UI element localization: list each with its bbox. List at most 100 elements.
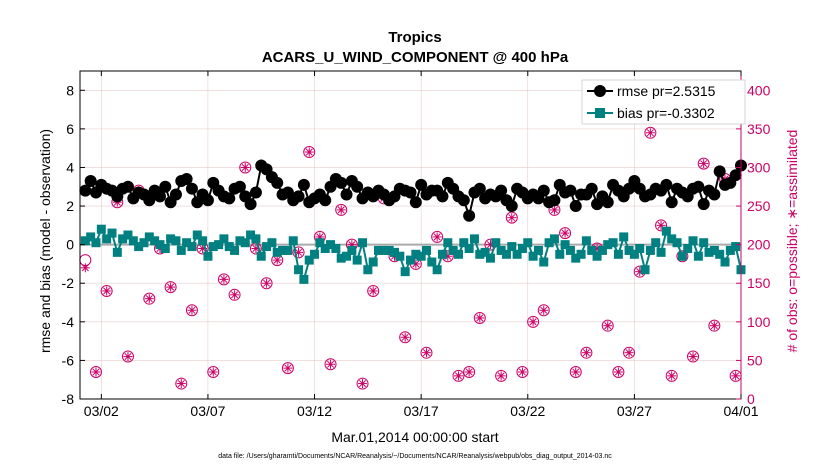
legend-bias-marker xyxy=(595,108,605,118)
bias-point xyxy=(427,257,437,267)
bias-point xyxy=(731,242,741,252)
obs-possible-point xyxy=(676,250,689,263)
rmse-point xyxy=(665,196,678,209)
bias-point xyxy=(160,244,170,254)
bias-point xyxy=(294,265,304,275)
bias-point xyxy=(390,247,400,257)
bias-point xyxy=(475,249,485,259)
bias-point xyxy=(688,236,698,246)
obs-possible-point xyxy=(303,146,316,159)
bias-point xyxy=(112,247,122,257)
bias-point xyxy=(453,249,463,259)
y-left-tick-label: -8 xyxy=(62,391,75,407)
rmse-point xyxy=(548,194,561,207)
y-right-tick-label: 350 xyxy=(747,121,771,137)
bias-point xyxy=(230,245,240,255)
rmse-point xyxy=(335,176,348,189)
y-right-tick-label: 100 xyxy=(747,314,771,330)
obs-assimilated-point xyxy=(560,228,570,238)
bias-point xyxy=(555,249,565,259)
bias-point xyxy=(437,249,447,259)
bias-point xyxy=(235,236,245,246)
bias-point xyxy=(214,240,224,250)
bias-point xyxy=(725,245,735,255)
rmse-point xyxy=(271,176,284,189)
obs-assimilated-point xyxy=(613,367,623,377)
obs-assimilated-point xyxy=(219,274,229,284)
obs-possible-point xyxy=(495,369,508,382)
obs-possible-point xyxy=(431,230,444,243)
bias-point xyxy=(480,247,490,257)
bias-point xyxy=(672,238,682,248)
bias-point xyxy=(123,230,133,240)
obs-assimilated-point xyxy=(368,286,378,296)
bias-point xyxy=(544,238,554,248)
obs-possible-point xyxy=(100,284,113,297)
obs-assimilated-point xyxy=(240,162,250,172)
obs-possible-point xyxy=(121,350,134,363)
obs-assimilated-point xyxy=(624,348,634,358)
obs-assimilated-point xyxy=(603,321,613,331)
bias-point xyxy=(613,249,623,259)
obs-assimilated-point xyxy=(166,282,176,292)
obs-assimilated-point xyxy=(667,371,677,381)
rmse-point xyxy=(463,209,476,222)
bias-point xyxy=(406,255,415,265)
rmse-point xyxy=(708,188,721,201)
rmse-point xyxy=(436,190,449,203)
obs-possible-point xyxy=(185,304,198,317)
bias-point xyxy=(240,238,250,248)
obs-possible-point xyxy=(537,304,550,317)
bias-point xyxy=(283,245,293,255)
rmse-point xyxy=(297,178,310,191)
bias-point xyxy=(272,247,282,257)
bias-point xyxy=(176,245,186,255)
bias-point xyxy=(326,240,336,250)
y-right-tick-label: 200 xyxy=(747,237,771,253)
rmse-point xyxy=(415,178,428,191)
bias-point xyxy=(379,245,389,255)
obs-possible-point xyxy=(612,365,625,378)
rmse-point xyxy=(537,184,550,197)
obs-possible-point xyxy=(505,211,518,224)
bias-point xyxy=(374,245,384,255)
bias-point xyxy=(464,244,474,254)
bias-point xyxy=(619,232,629,242)
y-left-tick-label: 8 xyxy=(66,82,74,98)
bias-point xyxy=(368,257,378,267)
obs-assimilated-point xyxy=(144,294,154,304)
bias-point xyxy=(576,249,586,259)
rmse-point xyxy=(169,188,182,201)
bias-point xyxy=(171,236,181,246)
obs-possible-point xyxy=(463,365,476,378)
obs-assimilated-point xyxy=(475,313,485,323)
bias-point xyxy=(182,238,192,248)
obs-assimilated-point xyxy=(581,348,591,358)
bias-point xyxy=(624,245,634,255)
bias-point xyxy=(560,240,570,250)
bias-point xyxy=(342,251,352,261)
obs-assimilated-point xyxy=(326,359,336,369)
rmse-point xyxy=(564,184,577,197)
obs-assimilated-point xyxy=(102,286,112,296)
obs-assimilated-point xyxy=(731,371,741,381)
rmse-point xyxy=(79,184,92,197)
obs-possible-point xyxy=(335,203,348,216)
obs-possible-point xyxy=(175,377,188,390)
bias-point xyxy=(603,240,613,250)
bias-point xyxy=(693,251,703,261)
obs-possible-point xyxy=(569,365,582,378)
obs-possible-point xyxy=(356,377,369,390)
legend-box xyxy=(581,79,746,125)
x-tick-label: 03/22 xyxy=(510,403,545,419)
bias-point xyxy=(571,253,581,263)
bias-point xyxy=(533,245,543,255)
bias-point xyxy=(107,228,117,238)
bias-point xyxy=(96,224,106,234)
x-tick-label: 03/12 xyxy=(297,403,332,419)
bias-point xyxy=(128,236,138,246)
obs-assimilated-point xyxy=(507,213,517,223)
y-right-tick-label: 300 xyxy=(747,159,771,175)
